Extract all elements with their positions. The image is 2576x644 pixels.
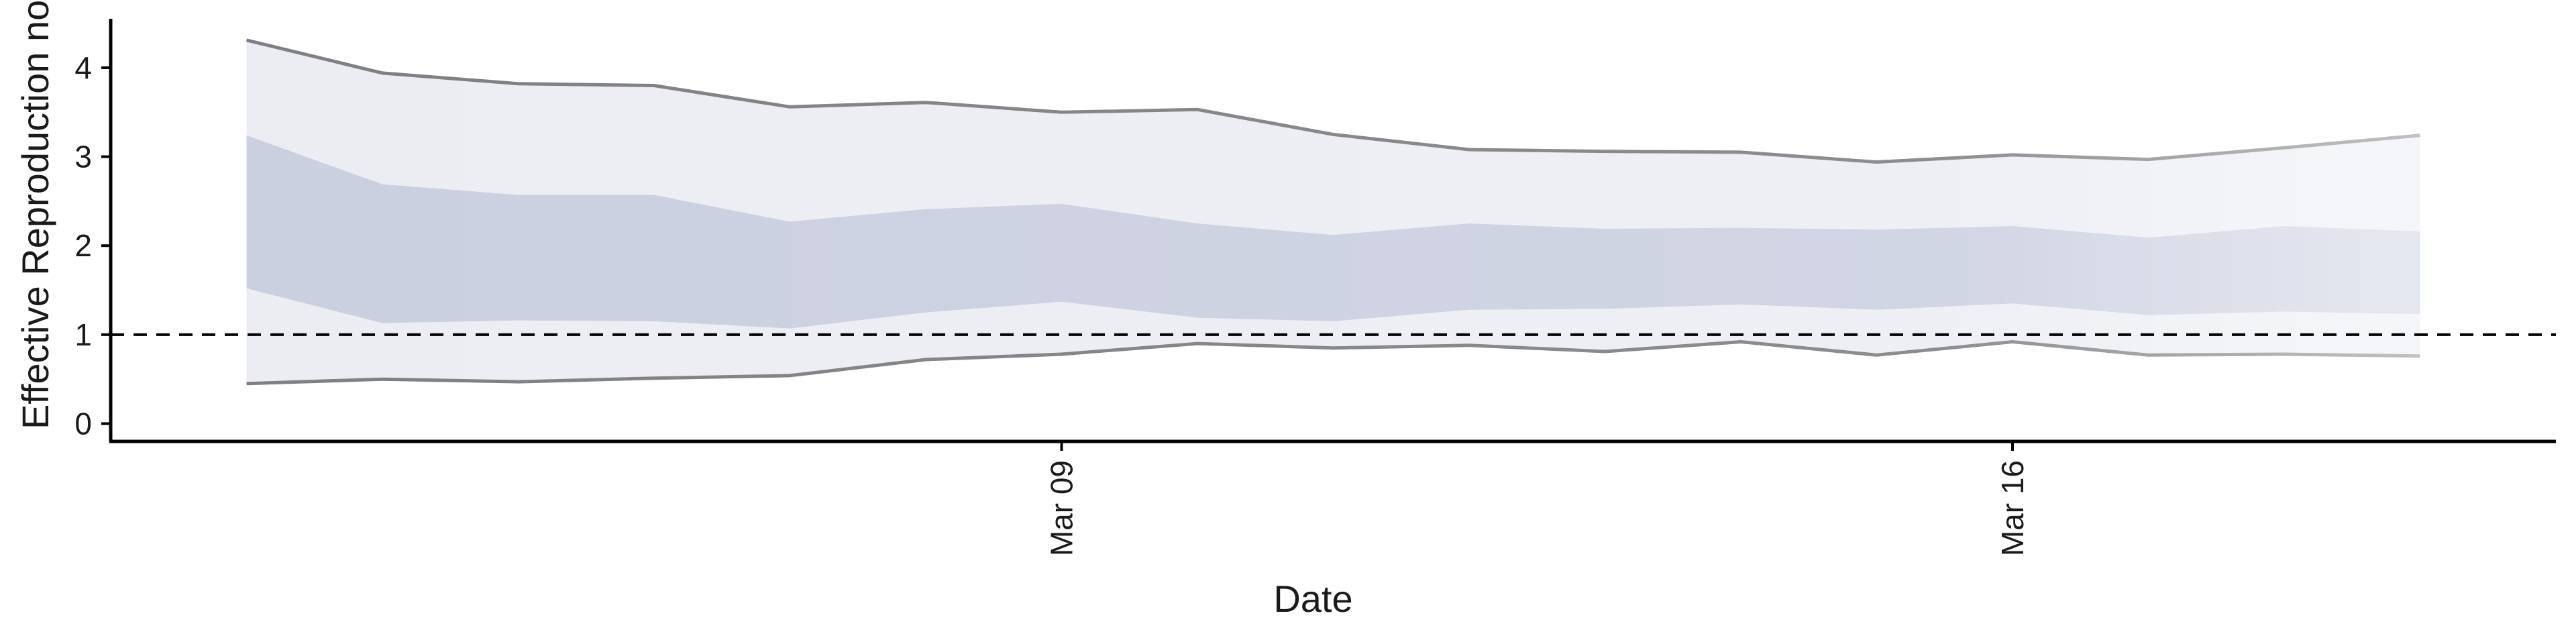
y-tick-label: 1 (74, 317, 92, 352)
x-axis-ticks: Mar 09 Mar 16 (1044, 441, 2030, 556)
y-tick-label: 2 (74, 228, 92, 263)
plot-layer (246, 38, 2420, 386)
y-tick-label: 3 (74, 140, 92, 174)
lower-bound-line (246, 339, 2420, 386)
y-tick-label: 4 (74, 50, 92, 85)
x-tick-label: Mar 09 (1044, 460, 1079, 556)
y-tick-label: 0 (74, 406, 92, 441)
y-axis-ticks: 0 1 2 3 4 (74, 50, 111, 441)
y-axis-title: Effective Reproduction no. (14, 0, 56, 429)
upper-bound-line (246, 38, 2420, 164)
x-tick-label: Mar 16 (1995, 460, 2030, 556)
x-axis-title: Date (1273, 578, 1352, 620)
inner-interval-band (246, 135, 2420, 329)
